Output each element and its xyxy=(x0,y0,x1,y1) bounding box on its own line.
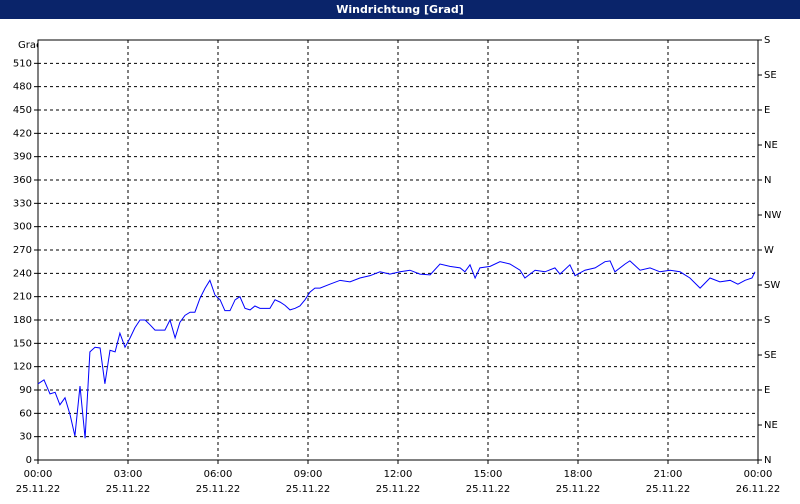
y2-tick-label: SE xyxy=(764,350,777,361)
y-tick-label: 390 xyxy=(13,152,32,163)
x-tick-date: 25.11.22 xyxy=(646,484,691,495)
y-axis-label: Grad xyxy=(18,40,42,51)
x-tick-label: 03:00 xyxy=(114,469,143,480)
x-tick-date: 25.11.22 xyxy=(376,484,421,495)
x-tick-label: 00:00 xyxy=(744,469,773,480)
y2-tick-label: NE xyxy=(764,420,778,431)
x-tick-date: 26.11.22 xyxy=(736,484,781,495)
y-tick-label: 360 xyxy=(13,175,32,186)
y2-tick-label: N xyxy=(764,175,771,186)
y-tick-label: 270 xyxy=(13,245,32,256)
x-tick-label: 12:00 xyxy=(384,469,413,480)
y-tick-label: 30 xyxy=(19,432,32,443)
x-tick-date: 25.11.22 xyxy=(196,484,241,495)
y-tick-label: 180 xyxy=(13,315,32,326)
x-tick-label: 21:00 xyxy=(654,469,683,480)
data-line xyxy=(37,260,756,439)
y-tick-label: 90 xyxy=(19,385,32,396)
x-tick-label: 15:00 xyxy=(474,469,503,480)
x-tick-date: 25.11.22 xyxy=(556,484,601,495)
x-tick-date: 25.11.22 xyxy=(16,484,61,495)
x-tick-label: 00:00 xyxy=(24,469,53,480)
y-tick-label: 0 xyxy=(26,455,32,466)
y2-tick-label: W xyxy=(764,245,774,256)
y2-tick-label: N xyxy=(764,455,771,466)
y-tick-label: 240 xyxy=(13,268,32,279)
y-tick-label: 420 xyxy=(13,128,32,139)
x-tick-label: 18:00 xyxy=(564,469,593,480)
x-tick-label: 06:00 xyxy=(204,469,233,480)
y2-tick-label: E xyxy=(764,385,770,396)
y-tick-label: 450 xyxy=(13,105,32,116)
y2-tick-label: SW xyxy=(764,280,780,291)
y2-tick-label: S xyxy=(764,315,770,326)
x-tick-date: 25.11.22 xyxy=(466,484,511,495)
y-tick-label: 510 xyxy=(13,58,32,69)
y2-tick-label: NE xyxy=(764,140,778,151)
title-bar xyxy=(0,0,800,19)
y-tick-label: 60 xyxy=(19,408,32,419)
chart-title: Windrichtung [Grad] xyxy=(336,3,464,16)
y2-tick-label: SE xyxy=(764,70,777,81)
y2-tick-label: NW xyxy=(764,210,781,221)
x-tick-label: 09:00 xyxy=(294,469,323,480)
y-tick-label: 480 xyxy=(13,82,32,93)
y2-tick-label: S xyxy=(764,35,770,46)
y-tick-label: 210 xyxy=(13,292,32,303)
y-tick-label: 330 xyxy=(13,198,32,209)
y-tick-label: 120 xyxy=(13,362,32,373)
y2-tick-label: E xyxy=(764,105,770,116)
x-tick-date: 25.11.22 xyxy=(286,484,331,495)
y-tick-label: 150 xyxy=(13,338,32,349)
x-tick-date: 25.11.22 xyxy=(106,484,151,495)
y-tick-label: 300 xyxy=(13,222,32,233)
